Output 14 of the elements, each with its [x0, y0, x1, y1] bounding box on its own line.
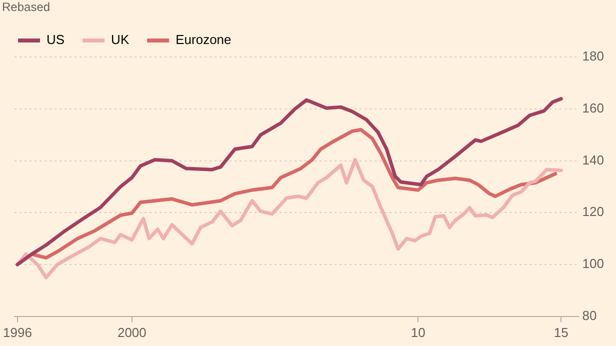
y-tick-label: 140 — [582, 152, 604, 168]
legend-label: US — [46, 32, 65, 48]
y-tick-label: 180 — [582, 48, 604, 64]
legend-label: Eurozone — [176, 32, 232, 48]
x-tick-label: 2000 — [117, 324, 146, 340]
x-tick-label: 10 — [410, 324, 426, 340]
x-tick-label: 15 — [554, 324, 568, 340]
y-axis-title: Rebased — [2, 0, 50, 14]
y-tick-label: 80 — [582, 308, 597, 323]
y-tick-label: 160 — [582, 100, 604, 116]
y-tick-label: 100 — [582, 256, 604, 272]
legend-label: UK — [111, 32, 130, 48]
y-tick-label: 120 — [582, 204, 604, 220]
x-tick-label: 1996 — [3, 324, 32, 340]
